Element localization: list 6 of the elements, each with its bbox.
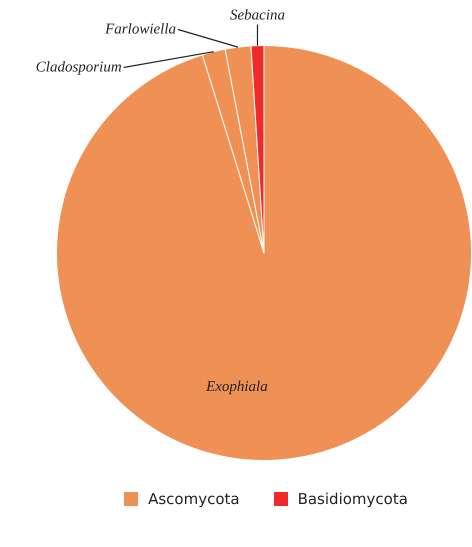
text: Ascomycota xyxy=(148,490,240,508)
slice-label: Exophiala xyxy=(205,379,268,396)
slice-label: Cladosporium xyxy=(36,59,122,76)
text: Basidiomycota xyxy=(298,490,408,508)
slice-label: Sebacina xyxy=(230,7,285,24)
slice-label: Farlowiella xyxy=(104,21,176,38)
